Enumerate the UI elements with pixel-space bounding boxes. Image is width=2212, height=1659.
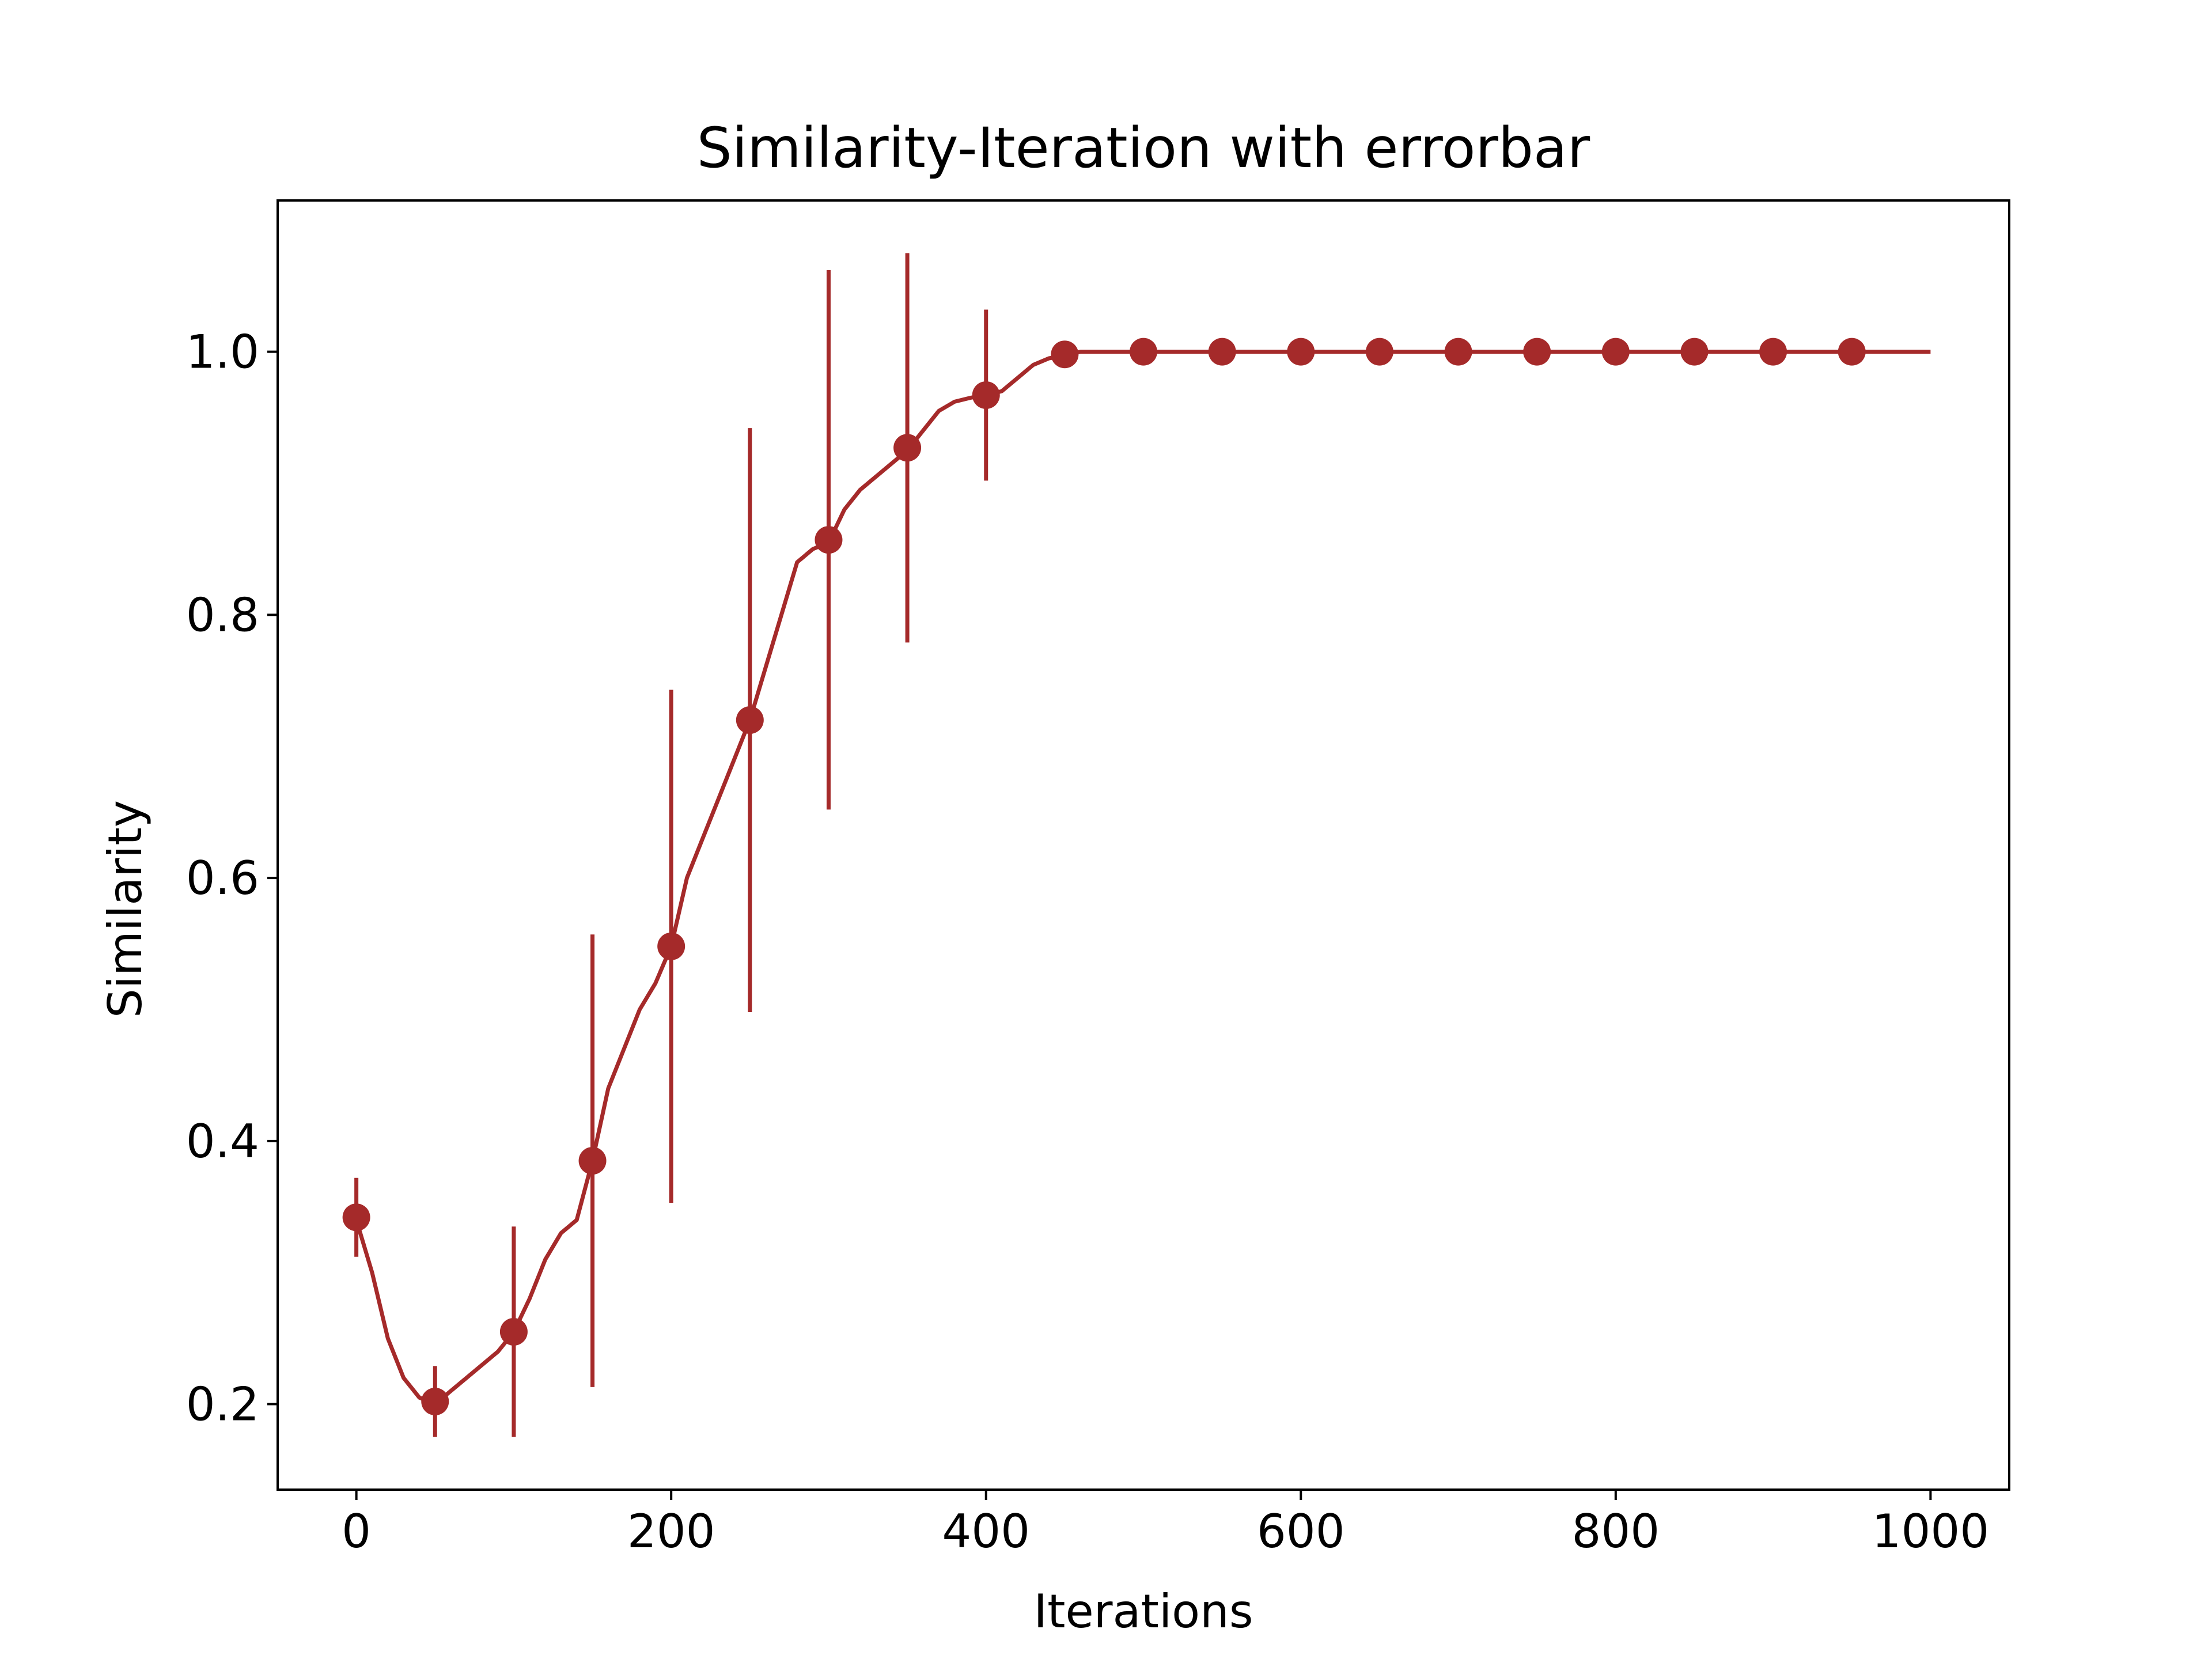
x-tick-label-1000: 1000 — [1872, 1505, 1990, 1558]
x-axis-label: Iterations — [1033, 1585, 1253, 1638]
data-point-600 — [1287, 338, 1315, 366]
x-tick-label-800: 800 — [1571, 1505, 1660, 1558]
chart-title: Similarity-Iteration with errorbar — [697, 116, 1590, 180]
data-point-200 — [657, 932, 685, 960]
x-tick-label-600: 600 — [1257, 1505, 1345, 1558]
data-point-850 — [1680, 338, 1709, 366]
x-tick-label-0: 0 — [342, 1505, 371, 1558]
data-point-900 — [1759, 338, 1787, 366]
data-point-800 — [1601, 338, 1630, 366]
y-tick-label-0.2: 0.2 — [186, 1378, 259, 1431]
plot-area — [342, 253, 1931, 1437]
y-tick-label-1: 1.0 — [186, 325, 259, 379]
data-point-750 — [1523, 338, 1551, 366]
data-point-700 — [1444, 338, 1472, 366]
x-tick-label-400: 400 — [942, 1505, 1030, 1558]
data-point-0 — [342, 1203, 370, 1232]
y-tick-label-0.6: 0.6 — [186, 851, 259, 905]
data-point-150 — [578, 1147, 607, 1175]
data-point-650 — [1365, 338, 1393, 366]
data-point-500 — [1130, 338, 1157, 366]
data-point-450 — [1051, 340, 1079, 369]
x-tick-label-200: 200 — [627, 1505, 715, 1558]
data-point-50 — [421, 1387, 449, 1415]
data-point-100 — [499, 1317, 528, 1346]
y-axis-label: Similarity — [99, 800, 152, 1018]
y-tick-label-0.4: 0.4 — [186, 1115, 259, 1168]
data-point-550 — [1208, 338, 1236, 366]
data-point-300 — [815, 526, 843, 554]
data-point-350 — [893, 434, 922, 462]
axis-ticks: 0 200 400 600 800 1000 0.2 0.4 0.6 0.8 1.0 — [186, 325, 1989, 1558]
data-point-400 — [972, 381, 1000, 409]
data-point-950 — [1838, 338, 1866, 366]
y-tick-label-0.8: 0.8 — [186, 588, 259, 642]
axes-frame — [276, 199, 2010, 1491]
data-point-250 — [736, 706, 764, 734]
